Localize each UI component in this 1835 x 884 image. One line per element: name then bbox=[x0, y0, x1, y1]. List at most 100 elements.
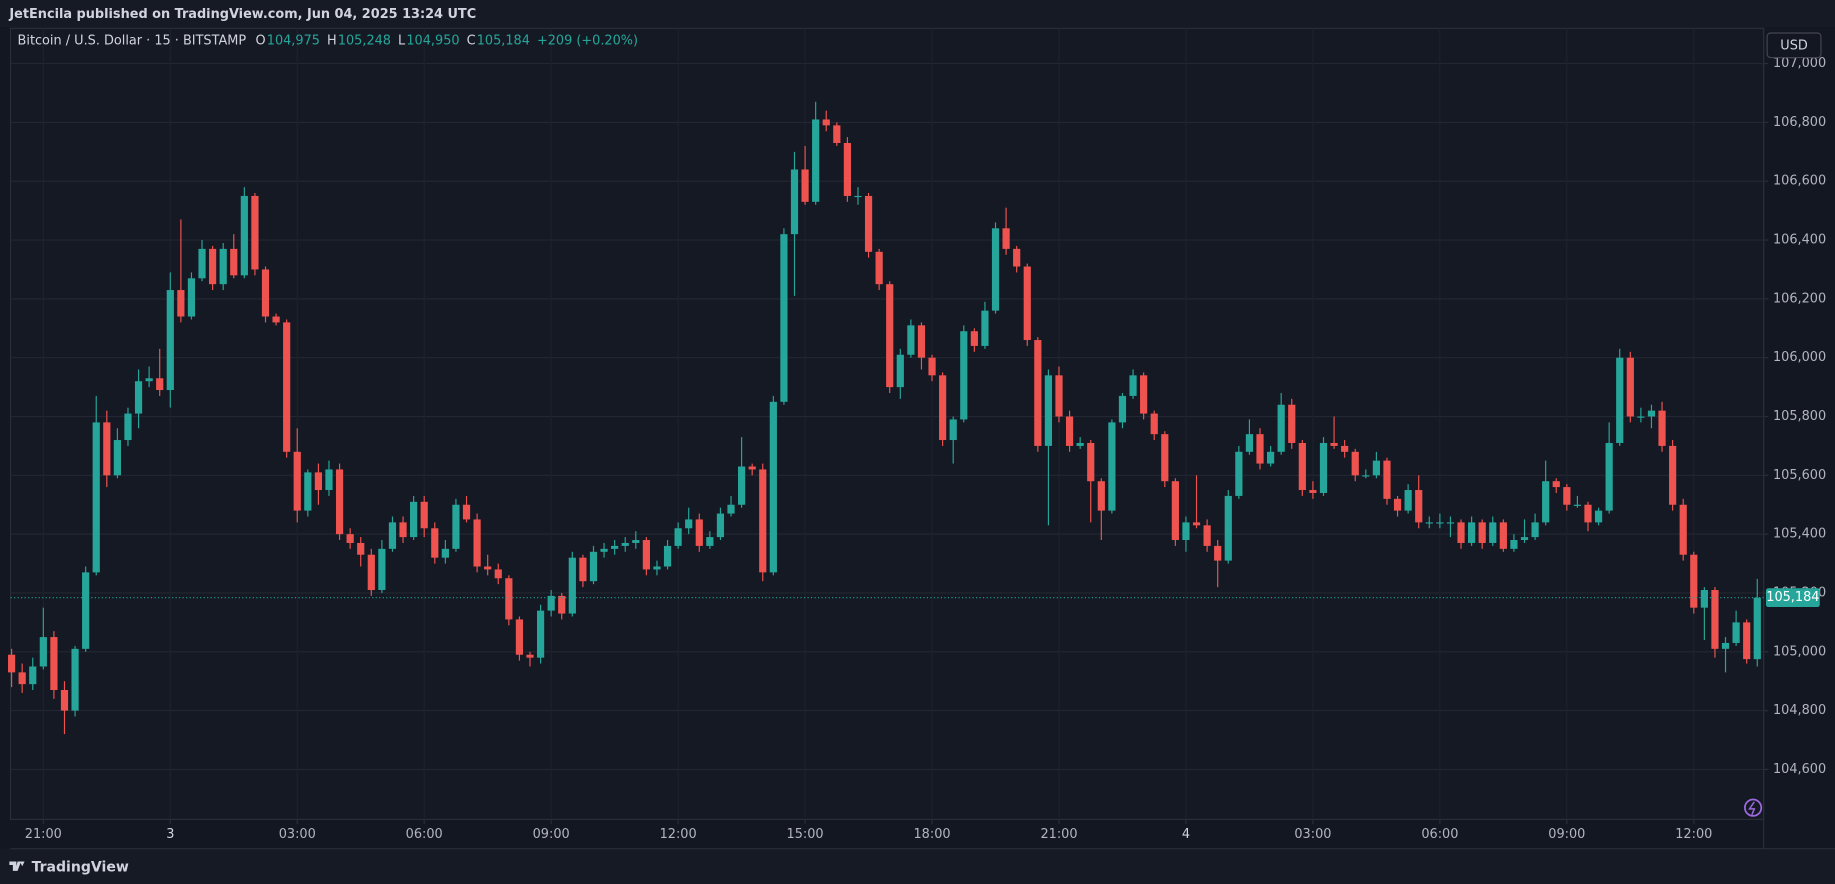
candle-body bbox=[1182, 522, 1190, 541]
y-tick-label: 105,400 bbox=[1773, 527, 1826, 542]
currency-button[interactable] bbox=[1766, 32, 1822, 59]
x-tick-label: 12:00 bbox=[1675, 827, 1712, 842]
candle-body bbox=[1669, 445, 1677, 505]
candle-body bbox=[1266, 451, 1275, 464]
candle-body bbox=[1457, 522, 1465, 543]
candle-body bbox=[1520, 537, 1529, 541]
candle-body bbox=[1171, 481, 1179, 541]
candle-body bbox=[378, 548, 386, 591]
candle-body bbox=[748, 466, 756, 470]
candle-body bbox=[240, 195, 248, 276]
candle-body bbox=[600, 548, 608, 552]
candles bbox=[7, 101, 1761, 735]
candle-body bbox=[272, 316, 280, 323]
candle-body bbox=[896, 354, 904, 388]
candle-body bbox=[1647, 410, 1656, 417]
x-tick-label: 03:00 bbox=[1294, 827, 1331, 842]
candle-body bbox=[314, 472, 323, 491]
candle-body bbox=[526, 654, 534, 658]
candle-body bbox=[991, 228, 1000, 311]
x-tick-label: 21:00 bbox=[1040, 827, 1077, 842]
candle-body bbox=[166, 290, 174, 391]
candle-body bbox=[1679, 504, 1687, 555]
candle-body bbox=[1309, 490, 1317, 493]
candle-body bbox=[864, 195, 873, 252]
candle-body bbox=[1319, 442, 1328, 493]
candle-body bbox=[1393, 498, 1402, 511]
candle-body bbox=[1118, 395, 1127, 423]
y-tick-label: 106,600 bbox=[1773, 174, 1826, 189]
candle-body bbox=[113, 440, 121, 476]
candle-body bbox=[293, 451, 301, 511]
candle-body bbox=[1425, 522, 1433, 524]
currency[interactable]: USD bbox=[1780, 38, 1808, 53]
assistant-icon[interactable] bbox=[1744, 798, 1763, 817]
candle-body bbox=[473, 519, 481, 567]
y-tick-label: 106,200 bbox=[1773, 291, 1826, 306]
candle-body bbox=[642, 540, 650, 570]
candle-body bbox=[769, 401, 777, 573]
candle-body bbox=[960, 331, 968, 420]
candle-body bbox=[484, 566, 492, 570]
candle-body bbox=[261, 269, 270, 317]
candle-body bbox=[92, 422, 100, 573]
x-tick-label: 15:00 bbox=[787, 827, 824, 842]
candle-body bbox=[177, 290, 185, 317]
candle-body bbox=[1383, 460, 1391, 499]
candle-body bbox=[1129, 375, 1137, 396]
candle-body bbox=[1594, 510, 1603, 523]
candle-body bbox=[1140, 375, 1148, 414]
x-tick-label: 09:00 bbox=[1548, 827, 1585, 842]
candle-body bbox=[621, 542, 629, 546]
candle-body bbox=[663, 545, 672, 567]
icon-bolt[interactable] bbox=[1748, 801, 1756, 816]
candle-body bbox=[1044, 375, 1053, 446]
candle-body bbox=[812, 119, 820, 202]
candle-body bbox=[1203, 525, 1211, 546]
candle-body bbox=[431, 528, 439, 558]
candle-body bbox=[1055, 375, 1063, 417]
candle-body bbox=[738, 466, 746, 505]
candle-body bbox=[1224, 495, 1232, 561]
candle-body bbox=[410, 501, 418, 538]
candle-body bbox=[716, 513, 725, 538]
candle-body bbox=[632, 540, 640, 543]
candle-body bbox=[1478, 522, 1486, 543]
candle-body bbox=[822, 119, 830, 126]
candle-body bbox=[335, 469, 344, 535]
candle-body bbox=[907, 325, 915, 355]
candle-body bbox=[695, 519, 703, 546]
candle-body bbox=[187, 278, 196, 317]
candle-body bbox=[727, 504, 735, 514]
candle-body bbox=[1436, 522, 1444, 524]
legend-value: 105,184 bbox=[477, 34, 530, 49]
candle-body bbox=[1531, 522, 1539, 538]
candle-body bbox=[1362, 475, 1370, 477]
candle-body bbox=[251, 195, 259, 270]
last-price-tag bbox=[1765, 588, 1820, 608]
candle-body bbox=[1013, 248, 1021, 267]
candle-body bbox=[1626, 357, 1634, 417]
candle-body bbox=[283, 322, 291, 452]
candle-body bbox=[1076, 442, 1084, 446]
brand-logo bbox=[9, 861, 25, 871]
brand: TradingView bbox=[32, 859, 129, 875]
y-tick-label: 106,400 bbox=[1773, 233, 1826, 248]
candle-body bbox=[579, 557, 587, 582]
candle-body bbox=[462, 504, 471, 520]
grid bbox=[10, 28, 1764, 820]
candle-body bbox=[547, 595, 555, 611]
y-tick-label: 105,000 bbox=[1773, 644, 1826, 659]
candle-body bbox=[1002, 228, 1010, 249]
candle-body bbox=[1499, 522, 1507, 549]
candle-body bbox=[230, 248, 238, 276]
candle-body bbox=[1468, 522, 1476, 543]
candle-body bbox=[357, 542, 365, 555]
x-tick-label: 21:00 bbox=[25, 827, 62, 842]
candle-body bbox=[29, 666, 37, 685]
candle-body bbox=[1446, 522, 1455, 524]
icon-ring[interactable] bbox=[1744, 798, 1763, 817]
candle-body bbox=[1150, 413, 1158, 435]
x-tick-label: 03:00 bbox=[279, 827, 316, 842]
